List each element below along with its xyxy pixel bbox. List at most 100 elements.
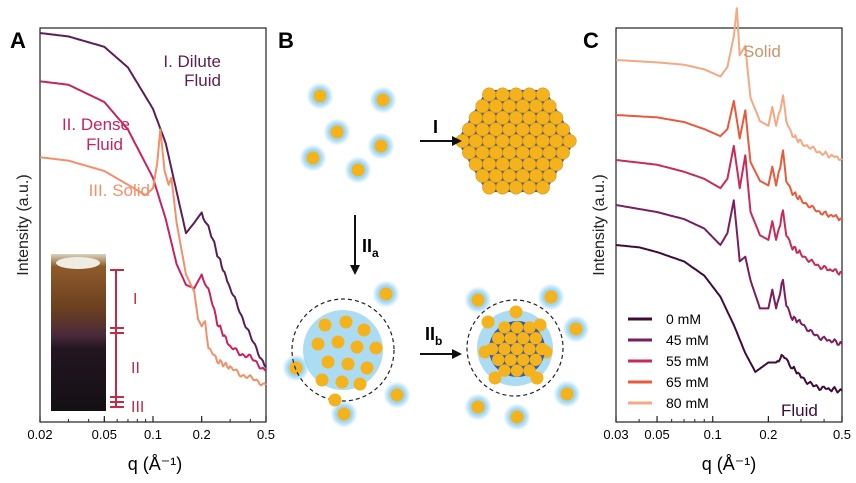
crystal-nanoparticle — [495, 87, 510, 102]
nucleus-nanoparticle — [523, 321, 536, 334]
panel-c-frame — [615, 27, 843, 423]
nucleus-nanoparticle — [529, 353, 542, 366]
nanoparticle — [510, 410, 524, 424]
crystal-nanoparticle — [495, 133, 510, 149]
panel-c-x-axis-label: q (Å⁻¹) — [702, 454, 757, 474]
crystal-nanoparticle — [468, 110, 483, 125]
nanoparticle — [374, 139, 388, 153]
crystal-nanoparticle — [542, 145, 557, 160]
x-tick-label: 0.5 — [257, 427, 275, 442]
legend-label: 65 mM — [666, 374, 709, 390]
bracket-label-ii: II — [131, 360, 140, 377]
crystal-nanoparticle — [522, 133, 537, 149]
crystal-nanoparticle — [508, 110, 524, 125]
crystal-nanoparticle — [508, 157, 524, 172]
panel-a-x-axis-label: q (Å⁻¹) — [128, 454, 183, 474]
nanoparticle — [471, 293, 485, 307]
nanoparticle — [360, 361, 374, 375]
crystal-nanoparticle — [535, 87, 550, 102]
crystal-nanoparticle — [482, 133, 497, 149]
label-solid: III. Solid — [89, 181, 150, 200]
crystal-nanoparticle — [542, 99, 557, 114]
nanoparticle — [350, 340, 364, 354]
nanoparticle — [315, 373, 329, 387]
nucleus-nanoparticle — [510, 342, 524, 356]
x-tick-label: 0.2 — [193, 427, 211, 442]
nucleus-nanoparticle — [504, 353, 517, 366]
nucleus-nanoparticle — [510, 364, 524, 377]
hexagonal-supercrystal — [455, 87, 577, 195]
nanoparticle — [471, 400, 485, 414]
crystal-nanoparticle — [502, 145, 517, 160]
series-line-iii-solid — [39, 128, 267, 387]
nucleus-nanoparticle — [492, 332, 505, 345]
crystal-nanoparticle — [555, 145, 570, 160]
arrow-route-iia — [350, 215, 360, 275]
crystal-nanoparticle — [495, 180, 510, 195]
legend-label: 80 mM — [666, 395, 709, 411]
panel-letter-c: C — [583, 28, 599, 53]
crystal-nanoparticle — [502, 122, 517, 137]
nanoparticle — [335, 375, 349, 389]
crystal-nanoparticle — [495, 110, 510, 125]
crystal-nanoparticle — [549, 133, 564, 149]
crystal-nanoparticle — [475, 145, 490, 160]
crystal-nanoparticle — [542, 122, 557, 137]
crystal-nanoparticle — [522, 110, 537, 125]
route-i-label: I — [433, 117, 438, 137]
crystal-nanoparticle — [555, 122, 570, 137]
phase-bracket — [110, 269, 124, 408]
crystal-nanoparticle — [529, 99, 544, 114]
crystal-nanoparticle — [535, 180, 550, 195]
panel-c-chart: 0.03 0.05 0.1 0.2 0.5 0 mM 45 mM 55 mM 65 mM 80 … — [591, 7, 851, 474]
crystal-nanoparticle — [535, 133, 550, 149]
nanoparticle — [544, 290, 558, 304]
crystal-nanoparticle — [522, 157, 537, 172]
crystal-nanoparticle — [495, 157, 510, 172]
x-tick-label: 0.5 — [833, 427, 851, 442]
nucleus-nanoparticle — [517, 332, 530, 345]
route-iib-label: IIb — [425, 324, 442, 348]
crystal-nanoparticle — [462, 122, 477, 137]
nanoparticle — [560, 387, 574, 401]
nanoparticle — [311, 337, 325, 351]
nanoparticle — [321, 355, 335, 369]
legend-label: 45 mM — [666, 332, 709, 348]
panel-a-series-group — [39, 32, 267, 387]
nanoparticle — [353, 377, 367, 391]
x-tick-label: 0.03 — [603, 427, 628, 442]
nanoparticle — [331, 335, 345, 349]
crystal-nanoparticle — [502, 99, 517, 114]
series-line-45-mm — [615, 199, 843, 346]
panel-c-legend: 0 mM 45 mM 55 mM 65 mM 80 mM — [628, 311, 709, 411]
crystal-nanoparticle — [482, 157, 497, 172]
annotation-solid: Solid — [743, 42, 781, 61]
label-dilute-fluid-line1: I. Dilute — [163, 52, 221, 71]
crystal-nanoparticle — [482, 110, 497, 125]
series-line-65-mm — [615, 99, 843, 222]
nanoparticle — [533, 318, 547, 332]
nucleus-nanoparticle — [517, 353, 530, 366]
nanoparticle — [341, 357, 355, 371]
label-dense-fluid-line1: II. Dense — [62, 115, 130, 134]
crystal-nanoparticle — [522, 180, 537, 195]
nucleus-nanoparticle — [529, 332, 542, 345]
x-tick-label: 0.05 — [644, 427, 669, 442]
nanoparticle — [488, 371, 502, 385]
series-line-55-mm — [615, 144, 843, 276]
nucleus-nanoparticle — [498, 342, 511, 356]
crystal-nanoparticle — [515, 122, 530, 137]
free-nanoparticles — [282, 82, 590, 431]
nucleus-nanoparticle — [498, 364, 511, 377]
crystal-nanoparticle — [508, 87, 524, 102]
crystal-nanoparticle — [502, 168, 517, 183]
nucleating-droplet — [466, 299, 564, 397]
nucleus-nanoparticle — [504, 332, 517, 345]
panel-letter-a: A — [10, 28, 26, 53]
crystal-nanoparticle — [515, 168, 530, 183]
panel-a-x-ticks: 0.02 0.05 0.1 0.2 0.5 — [27, 416, 275, 442]
crystal-nanoparticle — [549, 157, 564, 172]
x-tick-label: 0.1 — [704, 427, 722, 442]
nucleus-nanoparticle — [523, 364, 536, 377]
